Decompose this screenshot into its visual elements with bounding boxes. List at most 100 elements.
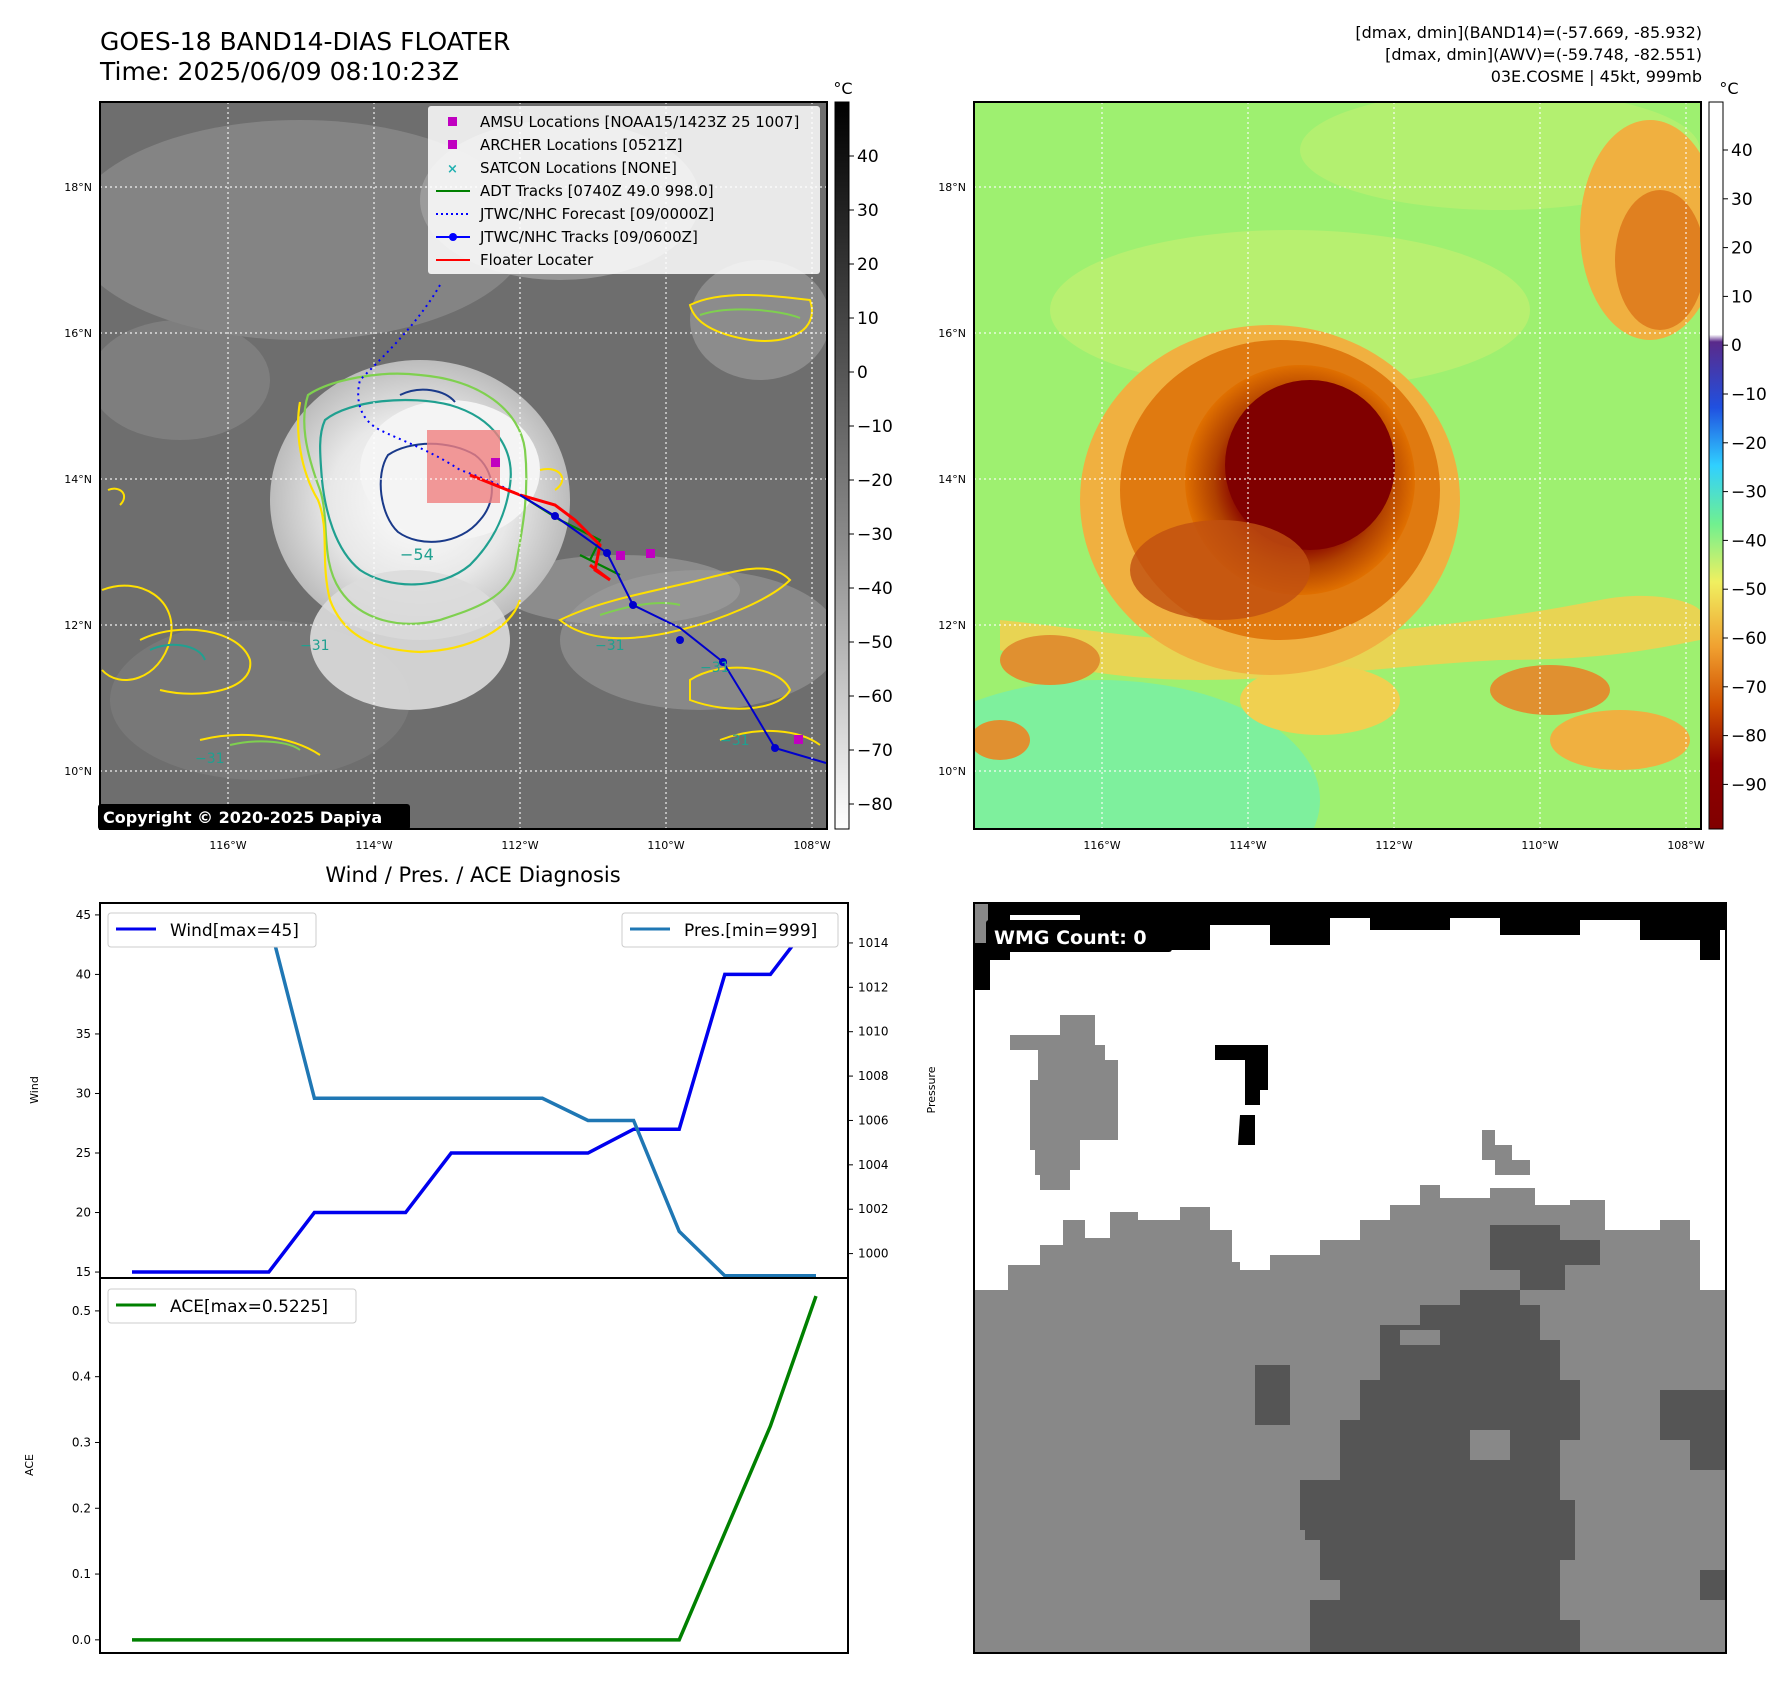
ir-colorbar-unit: °C	[833, 79, 852, 98]
awv-colorbar-tick-label: 20	[1731, 239, 1753, 259]
lat-tick: 18°N	[938, 181, 966, 194]
lon-tick: 116°W	[1083, 839, 1120, 852]
legend-label-satcon: SATCON Locations [NONE]	[480, 159, 677, 177]
contour-label: −54	[400, 545, 434, 564]
wind-tick-label: 20	[76, 1206, 91, 1220]
map-legend: AMSU Locations [NOAA15/1423Z 25 1007] AR…	[428, 106, 820, 274]
ir-colorbar-tick-label: 0	[857, 363, 868, 383]
ir-colorbar-tick-label: 10	[857, 309, 879, 329]
lat-tick: 14°N	[938, 473, 966, 486]
awv-colorbar-tick-label: −90	[1731, 775, 1767, 795]
lat-tick: 14°N	[64, 473, 92, 486]
wmg-panel: WMG Count: 0	[973, 902, 1727, 1654]
awv-colorbar-tick-label: −20	[1731, 434, 1767, 454]
legend-label-amsu: AMSU Locations [NOAA15/1423Z 25 1007]	[480, 113, 799, 131]
lat-tick: 10°N	[64, 765, 92, 778]
ir-colorbar-tick-label: −60	[857, 687, 893, 707]
legend-label-floater: Floater Locater	[480, 251, 594, 269]
ace-axis-label: ACE	[23, 1454, 36, 1476]
lat-tick: 12°N	[938, 619, 966, 632]
lon-tick: 110°W	[1521, 839, 1558, 852]
ir-colorbar-tick-label: −30	[857, 525, 893, 545]
legend-marker-amsu	[448, 117, 457, 126]
ace-tick-label: 0.5	[72, 1304, 91, 1318]
ir-colorbar-tick-label: −40	[857, 579, 893, 599]
pressure-tick-label: 1014	[858, 936, 889, 950]
pressure-tick-label: 1000	[858, 1247, 889, 1261]
pressure-tick-label: 1008	[858, 1069, 889, 1083]
lat-tick: 10°N	[938, 765, 966, 778]
lon-tick: 108°W	[1667, 839, 1704, 852]
ace-tick-label: 0.4	[72, 1370, 91, 1384]
lon-tick: 114°W	[1229, 839, 1266, 852]
awv-colorbar-unit: °C	[1719, 79, 1738, 98]
wmg-count: WMG Count: 0	[994, 927, 1147, 949]
lon-tick: 110°W	[647, 839, 684, 852]
legend-ace-label: ACE[max=0.5225]	[170, 1297, 328, 1317]
awv-colorbar-tick-label: 10	[1731, 287, 1753, 307]
awv-colorbar-tick-label: 0	[1731, 336, 1742, 356]
legend-marker-satcon: ×	[447, 162, 458, 177]
legend-label-archer: ARCHER Locations [0521Z]	[480, 136, 683, 154]
legend-pressure-label: Pres.[min=999]	[684, 921, 817, 941]
ir-colorbar-tick-label: 30	[857, 201, 879, 221]
awv-colorbar-tick-label: −30	[1731, 483, 1767, 503]
pressure-tick-label: 1002	[858, 1202, 889, 1216]
figure-title: GOES-18 BAND14-DIAS FLOATER	[100, 27, 510, 56]
amsu-marker	[794, 735, 803, 744]
wind-tick-label: 25	[76, 1146, 91, 1160]
wind-tick-label: 35	[76, 1027, 91, 1041]
lon-tick: 116°W	[209, 839, 246, 852]
awv-map-panel: 18°N 16°N 14°N 12°N 10°N 116°W 114°W 112…	[938, 101, 1705, 852]
awv-colorbar-tick-label: −50	[1731, 580, 1767, 600]
pressure-tick-label: 1012	[858, 980, 889, 994]
floater-track	[469, 473, 611, 582]
lat-tick: 16°N	[64, 327, 92, 340]
ir-colorbar-tick-label: −20	[857, 471, 893, 491]
ir-colorbar-tick-label: −70	[857, 741, 893, 761]
ir-colorbar-tick-label: −80	[857, 795, 893, 815]
legend-label-forecast: JTWC/NHC Forecast [09/0000Z]	[479, 205, 714, 223]
lon-tick: 114°W	[355, 839, 392, 852]
pressure-tick-label: 1004	[858, 1158, 889, 1172]
wind-axis-label: Wind	[28, 1076, 41, 1104]
pressure-axis-label: Pressure	[925, 1066, 938, 1113]
jtwc-track	[519, 494, 827, 764]
ir-colorbar-tick-label: 40	[857, 147, 879, 167]
lon-tick: 112°W	[501, 839, 538, 852]
contour-label: −31	[300, 638, 330, 654]
wind-pressure-chart: 15 20 25 30 35 40 45 1000 1002 1004 1006 1008 1010 1…	[28, 902, 938, 1279]
lat-tick: 12°N	[64, 619, 92, 632]
ace-tick-label: 0.2	[72, 1501, 91, 1515]
contour-label: −31	[195, 751, 225, 767]
awv-colorbar-tick-label: 40	[1731, 141, 1753, 161]
ir-colorbar-tick-label: −50	[857, 633, 893, 653]
legend-wind-label: Wind[max=45]	[170, 921, 299, 941]
wind-tick-label: 40	[76, 967, 91, 981]
ace-tick-label: 0.1	[72, 1567, 91, 1581]
stats-band14: [dmax, dmin](BAND14)=(-57.669, -85.932)	[1355, 23, 1702, 42]
ir-colorbar-tick-label: 20	[857, 255, 879, 275]
ace-series-line	[132, 1295, 818, 1642]
wind-tick-label: 45	[76, 908, 91, 922]
lat-tick: 18°N	[64, 181, 92, 194]
ace-chart: 0.0 0.1 0.2 0.3 0.4 0.5 ACE ACE[max=0.5225]	[23, 1277, 849, 1654]
copyright: Copyright © 2020-2025 Dapiya	[103, 808, 382, 827]
ace-tick-label: 0.3	[72, 1435, 91, 1449]
awv-colorbar-tick-label: −70	[1731, 678, 1767, 698]
wind-series-line	[132, 913, 818, 1274]
ir-map-panel: −54 −31 −31 −31 −31 −31 AMSU Locations […	[64, 101, 831, 852]
floater-box	[427, 430, 500, 503]
awv-colorbar-tick-label: −40	[1731, 531, 1767, 551]
storm-info: 03E.COSME | 45kt, 999mb	[1491, 67, 1702, 86]
lat-tick: 16°N	[938, 327, 966, 340]
awv-colorbar: °C 40 30 20 10 0 −10 −20 −30 −40 −50 −60 −70 −80 −90	[1708, 79, 1767, 830]
wind-tick-label: 30	[76, 1086, 91, 1100]
contour-label: −31	[595, 638, 625, 654]
diagnosis-title: Wind / Pres. / ACE Diagnosis	[325, 863, 620, 887]
contour-label: −31	[720, 733, 750, 749]
legend-label-adt: ADT Tracks [0740Z 49.0 998.0]	[480, 182, 714, 200]
ir-colorbar: °C 40 30 20 10 0 −10 −20 −30 −40 −50 −60 −70 −80	[833, 79, 893, 830]
awv-colorbar-tick-label: −10	[1731, 385, 1767, 405]
